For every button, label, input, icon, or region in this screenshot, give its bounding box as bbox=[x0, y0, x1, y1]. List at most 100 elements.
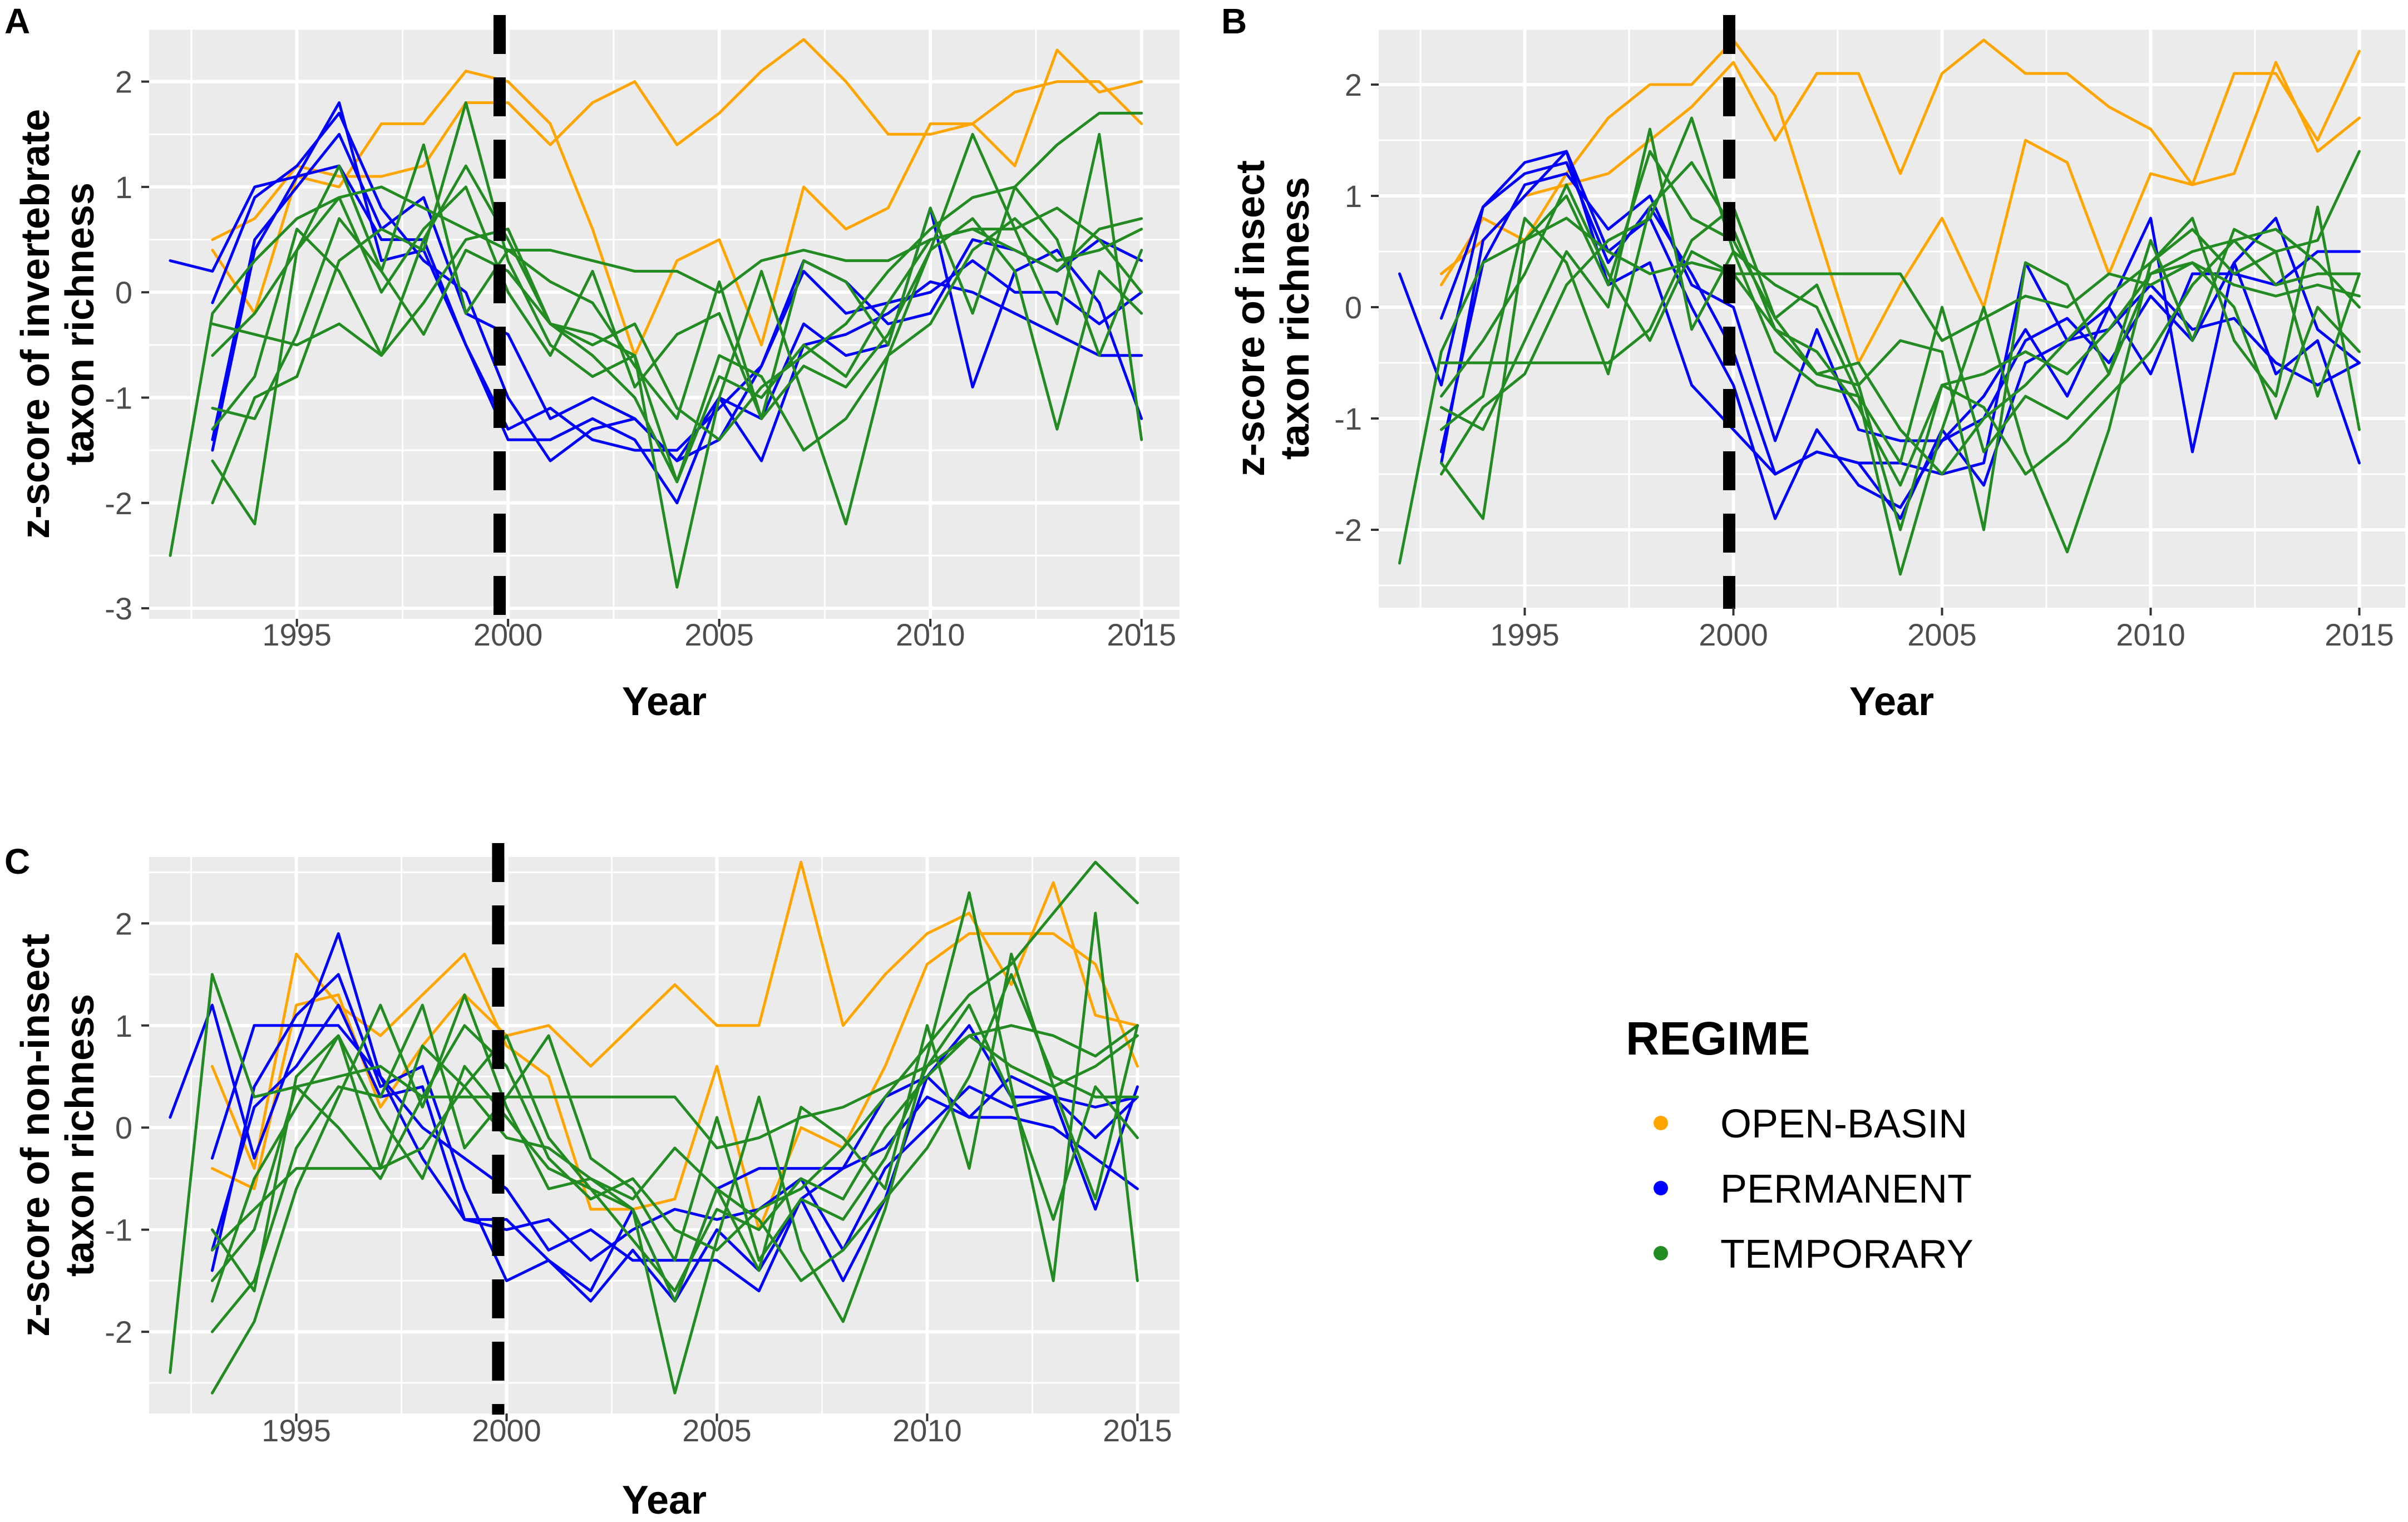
panel-b-series-line-open-basin-2 bbox=[1440, 38, 2361, 275]
panel-a-series-line-permanent-3 bbox=[169, 101, 1143, 452]
panel-b-tag: B bbox=[1221, 1, 1247, 41]
panel-b-series-line-temporary-13 bbox=[1440, 183, 2361, 487]
panel-a-series-line-open-basin-1 bbox=[211, 48, 1143, 357]
panel-a-y-axis-title: z-score of invertebrate taxon richness bbox=[13, 109, 102, 539]
panel-a-x-tick-label: 2015 bbox=[1107, 617, 1176, 652]
panel-a-y-tick-label: 0 bbox=[115, 275, 132, 310]
panel-b-x-tick-label: 2010 bbox=[2116, 617, 2185, 652]
legend-key-temporary bbox=[1654, 1246, 1668, 1260]
panel-c-series-line-temporary-7 bbox=[169, 973, 1139, 1375]
panel-c-series-line-temporary-12 bbox=[210, 973, 1139, 1303]
panel-c-y-axis-title: z-score of non-insect taxon richness bbox=[13, 934, 102, 1337]
panel-b-x-tick-label: 2005 bbox=[1907, 617, 1977, 652]
legend-item-permanent: PERMANENT bbox=[1654, 1167, 1972, 1211]
panel-a-y-ticks: -3 -2 -1 0 1 2 bbox=[105, 65, 149, 626]
panel-a-series-line-permanent-4 bbox=[211, 164, 1143, 505]
panel-b-series-line-permanent-4 bbox=[1440, 150, 2361, 520]
panel-c-x-tick-label: 2010 bbox=[892, 1413, 962, 1448]
panel-c-x-axis-title: Year bbox=[622, 1478, 707, 1522]
legend-item-open-basin: OPEN-BASIN bbox=[1654, 1102, 1967, 1146]
panel-b-x-ticks: 1995 2000 2005 2010 2015 bbox=[1490, 608, 2394, 652]
panel-b-series-line-temporary-11 bbox=[1440, 127, 2361, 465]
panel-c-y-tick-label: 2 bbox=[115, 906, 132, 941]
panel-a-y-tick-label: -3 bbox=[105, 591, 132, 626]
panel-a-tag: A bbox=[4, 1, 30, 41]
panel-a-x-tick-label: 2005 bbox=[684, 617, 754, 652]
panel-a-y-tick-label: -1 bbox=[105, 381, 132, 416]
panel-c-series-line-temporary-8 bbox=[210, 891, 1139, 1395]
panel-b-series-line-temporary-10 bbox=[1440, 150, 2361, 476]
panel-b-series-line-permanent-5 bbox=[1440, 161, 2361, 520]
legend-item-temporary: TEMPORARY bbox=[1654, 1232, 1973, 1277]
panel-a-series-line-temporary-7 bbox=[169, 185, 1143, 557]
panel-a-series-line-temporary-10 bbox=[211, 111, 1143, 441]
panel-c-y-tick-label: -1 bbox=[105, 1213, 132, 1248]
panel-c-y-tick-label: 1 bbox=[115, 1008, 132, 1043]
panel-b-series bbox=[1398, 38, 2361, 576]
panel-c-y-axis-title-line-2: taxon richness bbox=[58, 994, 102, 1277]
panel-b-series-line-permanent-6 bbox=[1440, 172, 2361, 454]
panel-a-x-tick-label: 2010 bbox=[896, 617, 965, 652]
panel-b-y-axis-title-line-1: z-score of insect bbox=[1228, 160, 1273, 476]
panel-a-gridlines bbox=[149, 28, 1180, 619]
panel-a-x-tick-label: 2000 bbox=[473, 617, 543, 652]
panel-b-x-axis-title: Year bbox=[1849, 679, 1934, 724]
panel-a-x-ticks: 1995 2000 2005 2010 2015 bbox=[262, 617, 1176, 652]
panel-b-y-tick-label: 1 bbox=[1345, 179, 1362, 214]
legend-key-permanent bbox=[1654, 1181, 1668, 1195]
panel-b-series-line-temporary-7 bbox=[1398, 216, 2361, 565]
legend-label-open-basin: OPEN-BASIN bbox=[1720, 1102, 1967, 1146]
panel-c-x-tick-label: 1995 bbox=[261, 1413, 331, 1448]
panel-c-series-line-temporary-9 bbox=[210, 952, 1139, 1293]
panel-a-x-tick-label: 1995 bbox=[262, 617, 332, 652]
panel-a-plot-background bbox=[149, 29, 1180, 619]
panel-c-y-tick-label: -2 bbox=[105, 1314, 132, 1349]
panel-a: A 1995 2000 2005 2010 2015 -3 -2 -1 0 1 2 Year z-… bbox=[4, 1, 1180, 724]
panel-b-series-line-open-basin-1 bbox=[1440, 38, 2361, 365]
panel-c-series-line-temporary-10 bbox=[210, 860, 1139, 1282]
panel-c-tag: C bbox=[4, 841, 30, 881]
panel-a-y-tick-label: 1 bbox=[115, 170, 132, 205]
panel-b-plot-background bbox=[1379, 29, 2405, 608]
panel-c-x-tick-label: 2005 bbox=[682, 1413, 752, 1448]
legend-key-open-basin bbox=[1654, 1116, 1668, 1130]
legend-title: REGIME bbox=[1626, 1012, 1810, 1065]
panel-b-y-tick-label: -1 bbox=[1334, 401, 1362, 436]
panel-c-x-tick-label: 2015 bbox=[1103, 1413, 1172, 1448]
panel-c-y-ticks: -2 -1 0 1 2 bbox=[105, 906, 149, 1349]
legend-label-permanent: PERMANENT bbox=[1720, 1167, 1972, 1211]
panel-b-x-tick-label: 2000 bbox=[1699, 617, 1768, 652]
panel-c-x-ticks: 1995 2000 2005 2010 2015 bbox=[261, 1413, 1172, 1448]
legend: REGIME OPEN-BASIN PERMANENT TEMPORARY bbox=[1626, 1012, 1973, 1277]
panel-c-series-line-temporary-11 bbox=[210, 1003, 1139, 1333]
panel-b-y-axis-title: z-score of insect taxon richness bbox=[1228, 160, 1318, 476]
panel-c: C 1995 2000 2005 2010 2015 -2 -1 0 1 2 Year z-sc… bbox=[4, 841, 1180, 1522]
panel-a-y-tick-label: -2 bbox=[105, 486, 132, 521]
panel-b-y-tick-label: 2 bbox=[1345, 67, 1362, 102]
panel-c-x-tick-label: 2000 bbox=[472, 1413, 541, 1448]
panel-b-y-tick-label: 0 bbox=[1345, 290, 1362, 325]
panel-b-series-line-temporary-9 bbox=[1440, 150, 2361, 531]
panel-b-y-ticks: -2 -1 0 1 2 bbox=[1334, 67, 1379, 548]
panel-b-y-axis-title-line-2: taxon richness bbox=[1273, 177, 1318, 460]
panel-a-series bbox=[169, 38, 1143, 589]
panel-a-x-axis-title: Year bbox=[622, 679, 707, 724]
panel-b: B 1995 2000 2005 2010 2015 -2 -1 0 1 2 Year z-sc… bbox=[1221, 1, 2405, 724]
panel-c-series bbox=[169, 860, 1139, 1395]
panel-a-series-line-temporary-9 bbox=[211, 185, 1143, 526]
panel-a-series-line-temporary-13 bbox=[211, 164, 1143, 484]
panel-c-y-axis-title-line-1: z-score of non-insect bbox=[13, 934, 58, 1337]
panel-b-x-tick-label: 1995 bbox=[1490, 617, 1560, 652]
panel-c-series-line-temporary-13 bbox=[210, 1024, 1139, 1303]
panel-b-series-line-permanent-3 bbox=[1398, 150, 2361, 476]
panel-b-series-line-temporary-12 bbox=[1440, 205, 2361, 531]
legend-label-temporary: TEMPORARY bbox=[1720, 1232, 1973, 1277]
panel-a-y-tick-label: 2 bbox=[115, 65, 132, 100]
panel-a-y-axis-title-line-2: taxon richness bbox=[58, 183, 102, 465]
panel-b-x-tick-label: 2015 bbox=[2325, 617, 2394, 652]
panel-a-series-line-temporary-11 bbox=[211, 143, 1143, 431]
panel-c-y-tick-label: 0 bbox=[115, 1110, 132, 1145]
panel-a-y-axis-title-line-1: z-score of invertebrate bbox=[13, 109, 58, 539]
panel-b-y-tick-label: -2 bbox=[1334, 513, 1362, 548]
